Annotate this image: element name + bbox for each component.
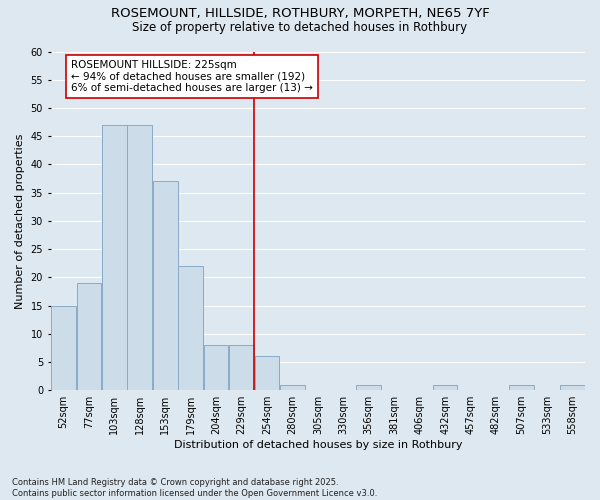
Bar <box>509 384 534 390</box>
Bar <box>153 182 178 390</box>
Bar <box>51 306 76 390</box>
Bar <box>204 345 229 390</box>
X-axis label: Distribution of detached houses by size in Rothbury: Distribution of detached houses by size … <box>173 440 462 450</box>
Y-axis label: Number of detached properties: Number of detached properties <box>15 133 25 308</box>
Text: ROSEMOUNT, HILLSIDE, ROTHBURY, MORPETH, NE65 7YF: ROSEMOUNT, HILLSIDE, ROTHBURY, MORPETH, … <box>110 8 490 20</box>
Bar <box>254 356 280 390</box>
Bar <box>433 384 457 390</box>
Bar <box>560 384 584 390</box>
Text: ROSEMOUNT HILLSIDE: 225sqm
← 94% of detached houses are smaller (192)
6% of semi: ROSEMOUNT HILLSIDE: 225sqm ← 94% of deta… <box>71 60 313 93</box>
Text: Contains HM Land Registry data © Crown copyright and database right 2025.
Contai: Contains HM Land Registry data © Crown c… <box>12 478 377 498</box>
Bar <box>356 384 381 390</box>
Bar <box>127 125 152 390</box>
Bar <box>229 345 254 390</box>
Bar <box>77 283 101 390</box>
Bar <box>102 125 127 390</box>
Bar <box>178 266 203 390</box>
Text: Size of property relative to detached houses in Rothbury: Size of property relative to detached ho… <box>133 21 467 34</box>
Bar <box>280 384 305 390</box>
